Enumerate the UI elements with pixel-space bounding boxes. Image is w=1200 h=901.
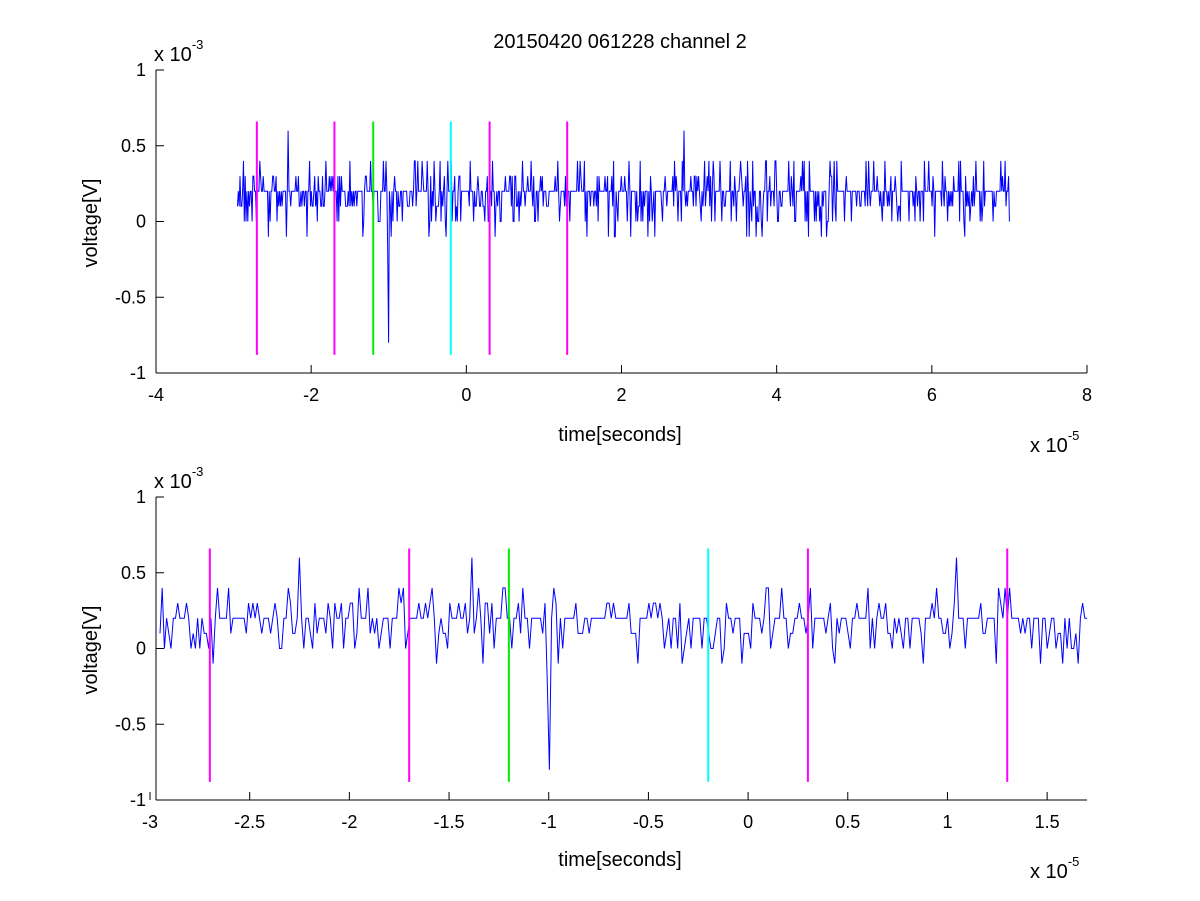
bottom-ytick-label: 0.5 xyxy=(121,563,146,583)
bottom-x-multiplier: x 10-5 xyxy=(1030,854,1079,883)
bottom-y-multiplier-exp: -3 xyxy=(192,464,204,479)
top-ytick-label: -0.5 xyxy=(115,287,146,307)
top-xtick-label: 2 xyxy=(616,385,626,405)
top-xtick-label: -2 xyxy=(303,385,319,405)
bottom-xtick-label: 1 xyxy=(942,812,952,832)
bottom-xlabel: time[seconds] xyxy=(558,849,681,871)
bottom-ytick-label: -0.5 xyxy=(115,714,146,734)
top-y-multiplier: x 10-3 xyxy=(154,37,203,66)
bottom-xtick-label: 0.5 xyxy=(835,812,860,832)
top-ticks: -4 -2 0 2 4 6 8 -1 -0.5 0 0.5 1 xyxy=(115,60,1092,405)
bottom-ytick-label: -1 xyxy=(130,790,146,810)
bottom-x-multiplier-base: x 10 xyxy=(1030,861,1068,883)
bottom-xtick-label: 0 xyxy=(743,812,753,832)
top-xtick-label: 4 xyxy=(772,385,782,405)
top-xtick-label: 6 xyxy=(927,385,937,405)
top-signal-line xyxy=(237,130,1010,343)
bottom-axes: -3 -2.5 -2 -1.5 -1 -0.5 0 0.5 1 1.5 -1 -0.5 0 0.5 1 ti… xyxy=(80,464,1087,883)
top-y-multiplier-base: x 10 xyxy=(154,44,192,66)
bottom-xtick-label: 1.5 xyxy=(1035,812,1060,832)
top-ytick-label: 1 xyxy=(136,60,146,80)
bottom-y-multiplier: x 10-3 xyxy=(154,464,203,493)
bottom-signal-line xyxy=(159,557,1087,770)
bottom-ytick-label: 1 xyxy=(136,487,146,507)
top-ytick-label: -1 xyxy=(130,363,146,383)
bottom-xtick-label: -2.5 xyxy=(234,812,265,832)
top-x-multiplier: x 10-5 xyxy=(1030,428,1079,457)
bottom-ylabel: voltage[V] xyxy=(80,606,102,695)
top-signal-trace xyxy=(237,130,1010,343)
top-ytick-label: 0.5 xyxy=(121,136,146,156)
bottom-ticks: -3 -2.5 -2 -1.5 -1 -0.5 0 0.5 1 1.5 -1 -0.5 0 0.5 1 xyxy=(115,487,1060,832)
bottom-xtick-label: -3 xyxy=(142,812,158,832)
top-ylabel: voltage[V] xyxy=(80,179,102,268)
bottom-marker-lines xyxy=(208,548,1009,782)
bottom-signal-trace xyxy=(159,557,1087,770)
top-x-multiplier-exp: -5 xyxy=(1068,428,1080,443)
bottom-xtick-label: -1 xyxy=(541,812,557,832)
top-x-multiplier-base: x 10 xyxy=(1030,435,1068,457)
bottom-y-multiplier-base: x 10 xyxy=(154,471,192,493)
top-marker-lines xyxy=(255,121,569,355)
top-xtick-label: 0 xyxy=(461,385,471,405)
top-xtick-label: -4 xyxy=(148,385,164,405)
top-axes: -4 -2 0 2 4 6 8 -1 -0.5 0 0.5 1 time[seconds] volta… xyxy=(80,37,1092,457)
figure-title: 20150420 061228 channel 2 xyxy=(493,31,747,53)
bottom-xtick-label: -1.5 xyxy=(434,812,465,832)
top-y-multiplier-exp: -3 xyxy=(192,37,204,52)
bottom-ytick-label: 0 xyxy=(136,639,146,659)
bottom-xtick-label: -2 xyxy=(341,812,357,832)
top-xlabel: time[seconds] xyxy=(558,424,681,446)
bottom-x-multiplier-exp: -5 xyxy=(1068,854,1080,869)
top-ytick-label: 0 xyxy=(136,212,146,232)
top-xtick-label: 8 xyxy=(1082,385,1092,405)
bottom-xtick-label: -0.5 xyxy=(633,812,664,832)
